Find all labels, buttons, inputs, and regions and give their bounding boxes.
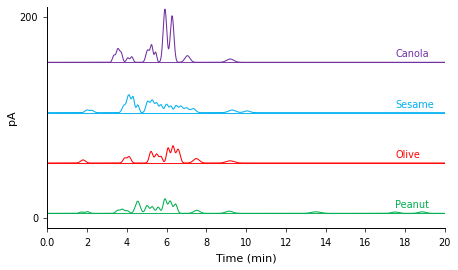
Text: Peanut: Peanut bbox=[395, 200, 429, 210]
Y-axis label: pA: pA bbox=[7, 110, 17, 125]
Text: Canola: Canola bbox=[395, 49, 429, 59]
Text: Olive: Olive bbox=[395, 150, 420, 160]
Text: Sesame: Sesame bbox=[395, 100, 434, 110]
X-axis label: Time (min): Time (min) bbox=[216, 253, 276, 263]
